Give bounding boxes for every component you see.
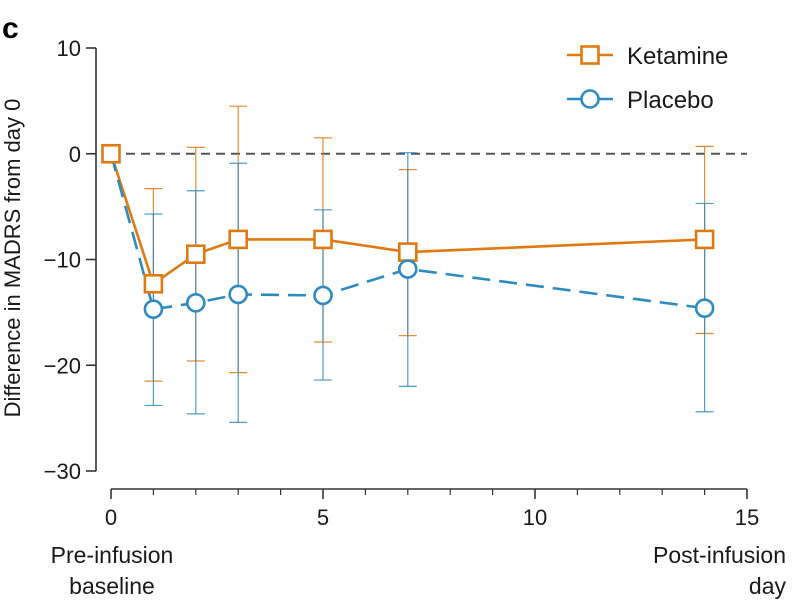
legend-ketamine-label: Ketamine [627,43,728,70]
ketamine-point [397,242,418,262]
placebo-point [397,259,418,279]
x-tick-label: 0 [105,505,117,530]
x-tick-label: 5 [317,505,329,530]
legend-ketamine-marker [580,45,600,65]
legend-ketamine-symbol [567,45,613,65]
panel-letter: c [2,12,19,45]
ketamine-point [186,244,206,265]
legend-placebo-marker [580,89,600,109]
y-axis-title: Difference in MADRS from day 0 [0,99,25,418]
ketamine-point [143,274,164,294]
legend-placebo-symbol [567,89,613,109]
x-annotation-right-line2: day [749,573,787,599]
ketamine-point [228,229,248,250]
x-annotation-left-line2: baseline [69,573,155,599]
x-annotation-left-line1: Pre-infusion [51,542,174,568]
x-annotation-left: Pre-infusion baseline [51,542,174,599]
legend-placebo-label: Placebo [627,87,714,114]
ketamine-point [101,143,121,164]
x-annotation-right-line1: Post-infusion [653,542,786,568]
y-tick-label: 10 [57,36,81,61]
data-markers [101,143,715,320]
placebo-point [313,285,333,306]
x-annotation-right: Post-infusion day [653,542,786,599]
legend: Ketamine Placebo [567,43,728,114]
x-tick-label: 10 [523,505,547,530]
y-tick-label: −20 [44,353,81,378]
placebo-point [143,299,164,320]
ketamine-point [313,229,333,250]
placebo-point [186,293,206,313]
y-tick-label: 0 [69,142,81,167]
y-tick-label: −30 [44,459,81,484]
placebo-point [694,298,715,318]
x-tick-label: 15 [735,505,759,530]
ketamine-point [694,229,715,250]
y-tick-label: −10 [44,248,81,273]
axes: 10 0 −10 −20 −30 0 5 10 15 [44,36,760,530]
placebo-point [228,284,248,305]
